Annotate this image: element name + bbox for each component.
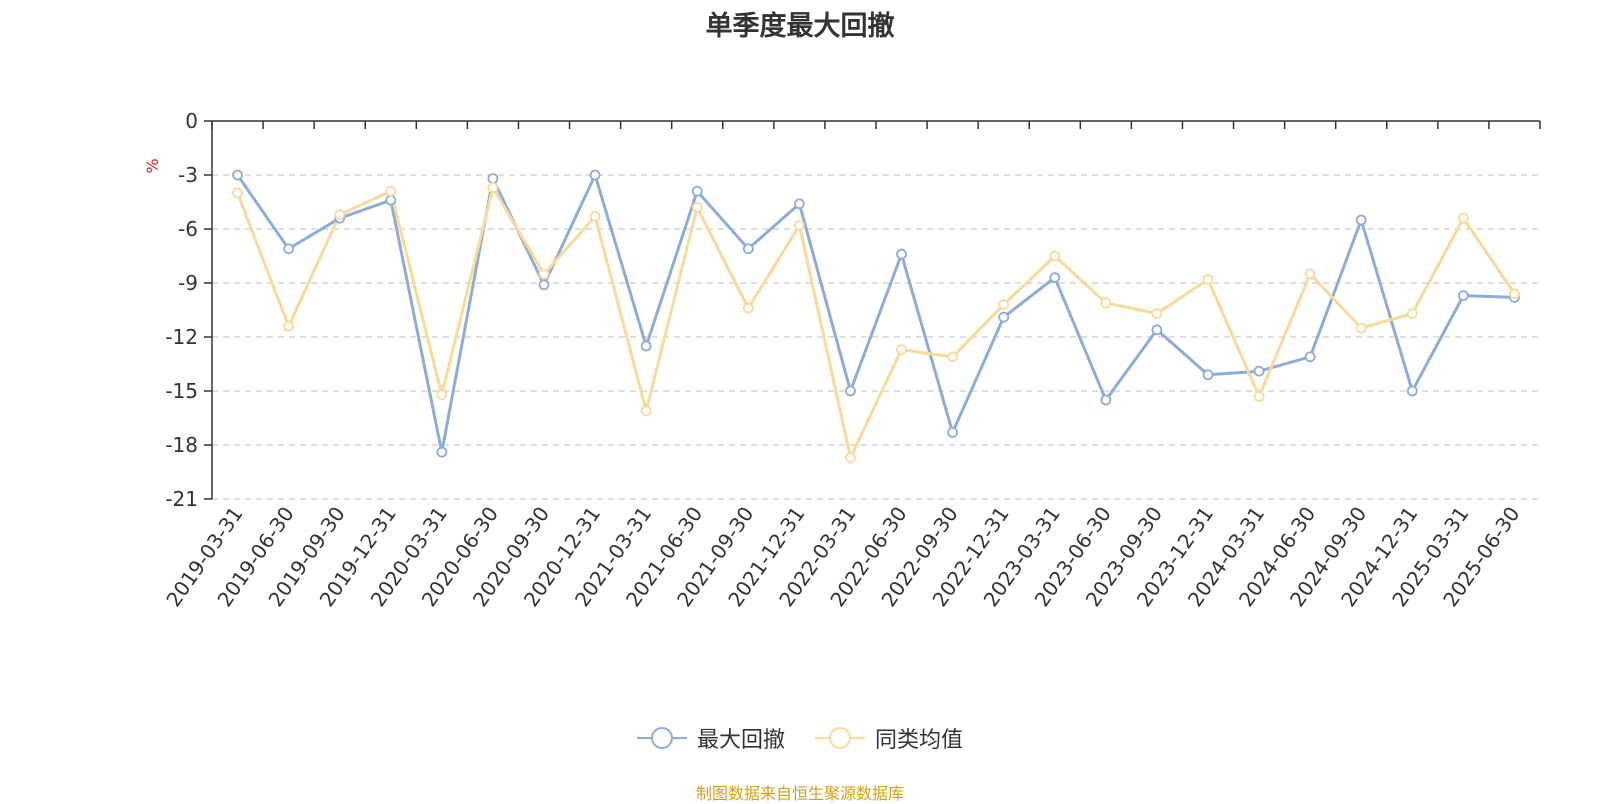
line-chart: 0-3-6-9-12-15-18-21%2019-03-312019-06-30… [143,109,1541,611]
data-point-series-2 [793,219,805,231]
data-point-series-1 [947,426,959,438]
data-point-series-2 [487,182,499,194]
y-tick-label: -15 [165,379,198,403]
data-point-series-2 [589,210,601,222]
data-point-series-2 [436,389,448,401]
data-point-series-2 [334,209,346,221]
data-point-series-2 [1253,390,1265,402]
data-point-series-1 [538,279,550,291]
legend-label-series-2: 同类均值 [875,728,964,753]
grid-lines [212,174,1540,500]
data-point-series-1 [845,385,856,397]
legend: 最大回撤 同类均值 [0,722,1600,754]
data-point-series-2 [742,302,754,314]
data-point-series-2 [640,405,652,417]
data-point-series-2 [1355,322,1367,334]
data-point-series-2 [1406,308,1418,320]
data-point-series-2 [691,201,703,213]
data-point-series-2 [538,268,550,280]
data-point-series-2 [1509,288,1520,300]
data-point-series-1 [283,243,295,255]
data-point-series-1 [691,185,703,197]
data-point-series-2 [1457,212,1469,224]
data-point-series-2 [1049,250,1061,262]
data-point-series-1 [385,194,397,206]
data-point-series-1 [742,243,754,255]
data-point-series-1 [793,198,805,210]
data-point-series-1 [1100,394,1112,406]
data-point-series-1 [1202,369,1214,381]
data-point-series-2 [232,187,243,199]
data-point-series-2 [1100,297,1112,309]
data-point-series-1 [436,446,448,458]
legend-line-circle-icon [815,727,865,749]
y-tick-label: -12 [165,325,198,349]
data-point-series-2 [947,351,959,363]
legend-item-series-1[interactable]: 最大回撤 [636,722,785,754]
data-point-series-1 [1355,214,1367,226]
data-source-note: 制图数据来自恒生聚源数据库 [695,784,904,803]
series-lines [236,173,1516,460]
data-point-series-1 [232,169,243,181]
y-tick-label: -18 [165,433,198,457]
data-points [232,169,1520,464]
data-point-series-1 [896,248,907,260]
data-point-series-1 [998,311,1010,323]
y-tick-label: 0 [185,109,198,133]
y-tick-label: -3 [178,163,198,187]
data-point-series-2 [845,452,856,464]
data-point-series-2 [1304,268,1316,280]
legend-line-circle-icon [636,727,687,749]
data-point-series-2 [385,185,397,197]
data-point-series-2 [1202,273,1214,285]
y-tick-label: -6 [178,217,198,241]
legend-item-series-2[interactable]: 同类均值 [815,722,963,754]
data-point-series-2 [896,344,907,356]
data-point-series-1 [1253,365,1265,377]
data-point-series-1 [1151,324,1163,336]
y-axis-unit-label: % [143,158,162,173]
data-point-series-1 [1304,351,1316,363]
data-point-series-1 [589,169,601,181]
chart-title: 单季度最大回撤 [705,11,895,42]
data-point-series-2 [998,299,1010,311]
data-point-series-1 [1457,290,1469,302]
y-tick-label: -21 [165,487,198,511]
data-point-series-1 [487,173,499,185]
data-point-series-1 [1406,385,1418,397]
legend-label-series-1: 最大回撤 [696,728,785,753]
series-line-2 [236,186,1516,460]
data-point-series-2 [283,320,295,332]
data-point-series-2 [1151,308,1163,320]
series-line-1 [236,173,1515,454]
data-point-series-1 [1049,272,1061,284]
y-tick-label: -9 [178,271,198,295]
data-point-series-1 [640,340,652,352]
